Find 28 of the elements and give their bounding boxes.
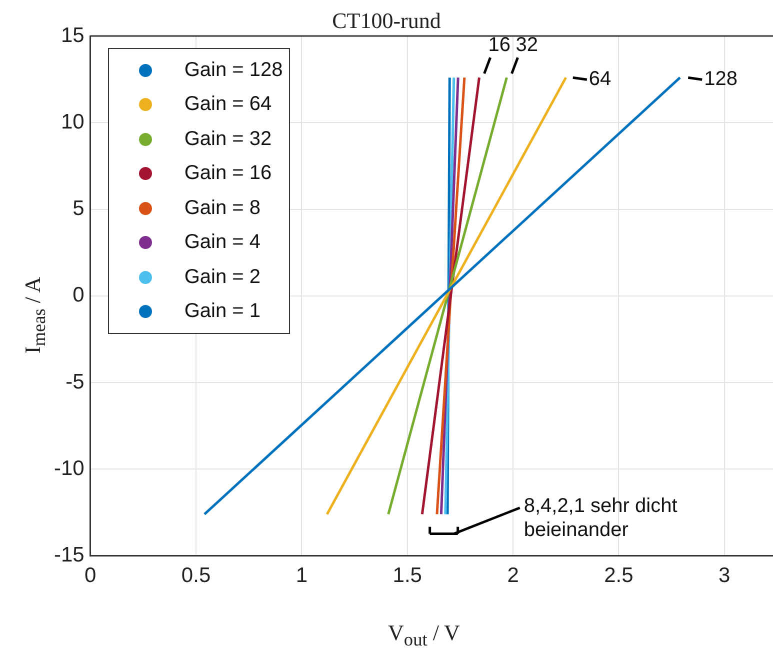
x-tick-label: 2 bbox=[507, 564, 519, 588]
x-tick-label: 1 bbox=[296, 564, 308, 588]
annotation: 32 bbox=[516, 34, 538, 57]
annotation: 16 bbox=[488, 34, 511, 57]
legend-label: Gain = 32 bbox=[184, 128, 272, 151]
y-tick-label: 15 bbox=[60, 24, 84, 47]
y-tick-label: 0 bbox=[72, 284, 84, 307]
x-tick-label: 2.5 bbox=[604, 564, 634, 588]
annotation: 8,4,2,1 sehr dicht beieinander bbox=[524, 494, 678, 542]
chart-title: CT100-rund bbox=[332, 8, 441, 33]
legend-label: Gain = 128 bbox=[184, 58, 283, 82]
y-tick-label: -15 bbox=[54, 544, 84, 567]
annotation: 64 bbox=[588, 68, 612, 91]
x-axis-title: V$_{out}$ / V bbox=[387, 620, 461, 650]
legend-label: Gain = 2 bbox=[184, 266, 261, 289]
legend-label: Gain = 64 bbox=[184, 93, 272, 116]
legend-label: Gain = 1 bbox=[184, 300, 261, 324]
x-tick-label: 1.5 bbox=[392, 564, 422, 588]
y-tick-label: 5 bbox=[72, 197, 84, 220]
y-tick-label: -10 bbox=[54, 456, 84, 480]
legend-label: Gain = 4 bbox=[184, 231, 261, 254]
annotation: 128 bbox=[704, 68, 738, 91]
legend-label: Gain = 16 bbox=[184, 162, 272, 186]
legend-label: Gain = 8 bbox=[184, 196, 261, 220]
x-tick-label: 0.5 bbox=[181, 564, 211, 588]
x-tick-label: 3 bbox=[718, 564, 730, 588]
y-tick-label: -5 bbox=[66, 370, 84, 394]
y-tick-label: 10 bbox=[60, 110, 84, 134]
